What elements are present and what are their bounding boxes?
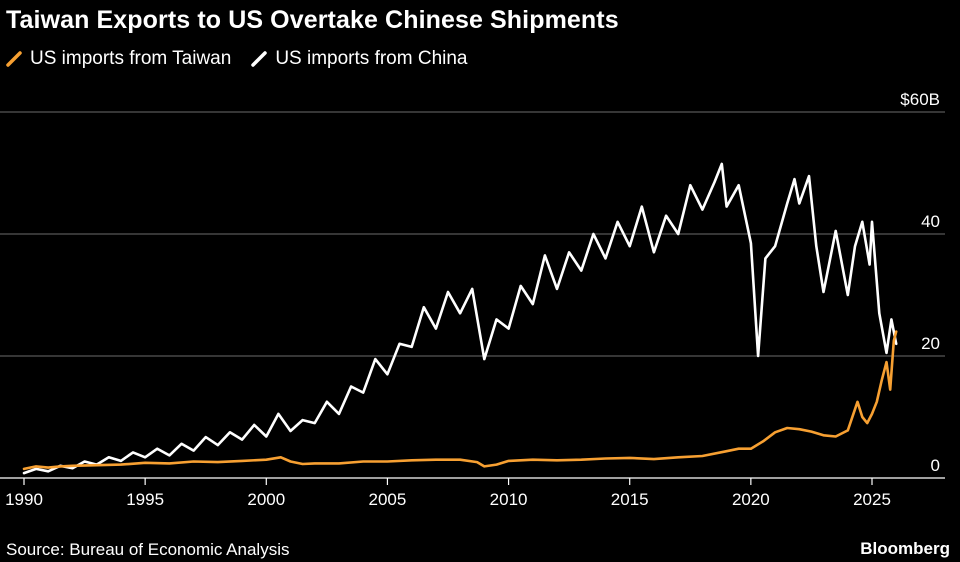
y-tick-label: 0 [931,456,940,475]
x-tick-label: 2010 [490,490,528,509]
series-lines [22,162,898,475]
legend-label-china: US imports from China [275,48,468,69]
legend-swatch-china-icon [251,51,268,67]
legend-item-taiwan: US imports from Taiwan [6,48,231,70]
x-tick-label: 2000 [247,490,285,509]
legend-label-taiwan: US imports from Taiwan [30,48,232,69]
chart-title: Taiwan Exports to US Overtake Chinese Sh… [6,6,619,34]
x-axis: 1990 1995 2000 2005 2010 2015 2020 2025 [0,477,945,509]
x-tick-label: 2020 [732,490,770,509]
y-axis-labels: $60B 40 20 0 [900,90,940,475]
brand-logo: Bloomberg [860,539,950,558]
legend-swatch-taiwan-icon [6,51,22,67]
gridlines [0,111,945,357]
source-note: Source: Bureau of Economic Analysis [6,540,290,559]
y-tick-label: 40 [921,212,940,231]
y-tick-label: 20 [921,334,940,353]
x-tick-label: 1995 [126,490,164,509]
series-line-china [22,162,898,475]
x-tick-label: 1990 [5,490,43,509]
x-tick-label: 2005 [369,490,407,509]
legend-item-china: US imports from China [251,48,468,70]
legend: US imports from Taiwan US imports from C… [6,48,488,70]
y-tick-label: $60B [900,90,940,109]
x-tick-label: 2015 [611,490,649,509]
x-tick-label: 2025 [853,490,891,509]
series-line-taiwan [22,330,898,471]
